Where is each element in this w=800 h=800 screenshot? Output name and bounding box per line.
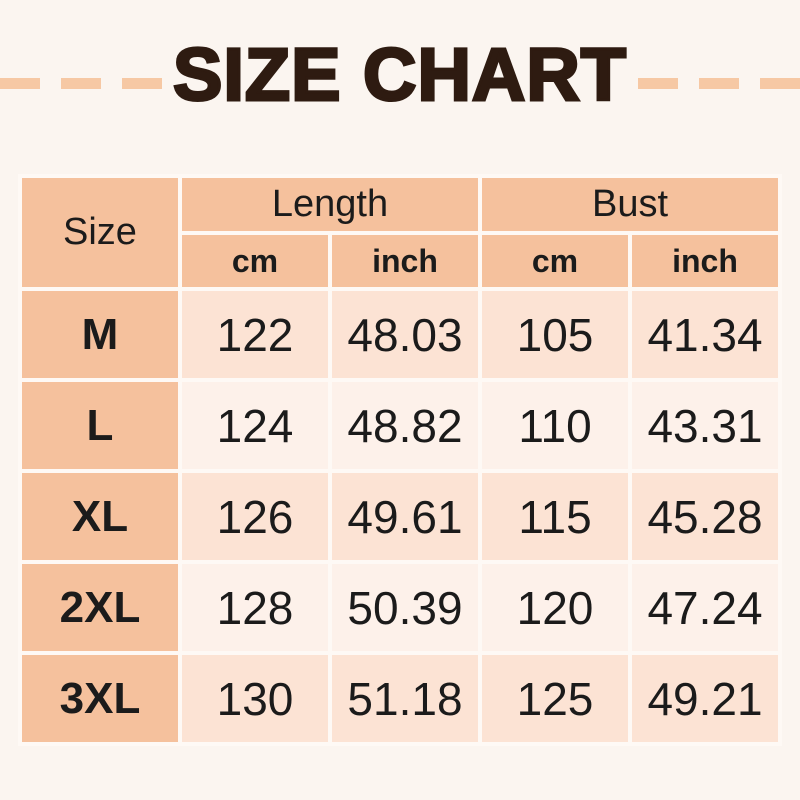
table-row-l: L 124 48.82 110 43.31 bbox=[17, 378, 783, 473]
cell-bust-cm: 125 bbox=[478, 651, 632, 746]
cell-length-cm: 124 bbox=[177, 378, 332, 473]
title-section: SIZE CHART bbox=[0, 0, 800, 150]
cell-bust-inch: 43.31 bbox=[627, 378, 783, 473]
row-header-size: 2XL bbox=[17, 560, 182, 655]
cell-length-inch: 49.61 bbox=[327, 469, 483, 564]
cell-bust-inch: 45.28 bbox=[627, 469, 783, 564]
cell-length-cm: 122 bbox=[177, 287, 332, 382]
size-table: Size Length Bust cm inch cm inch M 122 4… bbox=[17, 174, 783, 746]
size-table-body: M 122 48.03 105 41.34 L 124 48.82 110 43… bbox=[17, 287, 783, 746]
header-sub-row: cm inch cm inch bbox=[20, 231, 783, 291]
column-group-bust: Bust bbox=[477, 174, 783, 235]
cell-bust-cm: 120 bbox=[478, 560, 632, 655]
column-header-size: Size bbox=[17, 174, 182, 291]
cell-bust-cm: 115 bbox=[478, 469, 632, 564]
cell-length-cm: 126 bbox=[177, 469, 332, 564]
cell-bust-inch: 49.21 bbox=[627, 651, 783, 746]
right-dashed-line bbox=[637, 77, 800, 89]
column-header-length-cm: cm bbox=[177, 231, 332, 291]
cell-length-cm: 128 bbox=[177, 560, 332, 655]
cell-bust-inch: 41.34 bbox=[627, 287, 783, 382]
table-row-m: M 122 48.03 105 41.34 bbox=[17, 287, 783, 382]
page-title: SIZE CHART bbox=[172, 33, 628, 116]
cell-length-inch: 48.82 bbox=[327, 378, 483, 473]
column-header-bust-inch: inch bbox=[627, 231, 783, 291]
cell-length-inch: 51.18 bbox=[327, 651, 483, 746]
table-row-xl: XL 126 49.61 115 45.28 bbox=[17, 469, 783, 564]
row-header-size: 3XL bbox=[17, 651, 182, 746]
cell-length-cm: 130 bbox=[177, 651, 332, 746]
left-dashed-line bbox=[0, 77, 163, 89]
column-header-bust-cm: cm bbox=[478, 231, 632, 291]
cell-length-inch: 50.39 bbox=[327, 560, 483, 655]
column-header-length-inch: inch bbox=[327, 231, 483, 291]
row-header-size: L bbox=[17, 378, 182, 473]
table-row-2xl: 2XL 128 50.39 120 47.24 bbox=[17, 560, 783, 655]
cell-length-inch: 48.03 bbox=[327, 287, 483, 382]
row-header-size: M bbox=[17, 287, 182, 382]
row-header-size: XL bbox=[17, 469, 182, 564]
cell-bust-cm: 110 bbox=[478, 378, 632, 473]
cell-bust-inch: 47.24 bbox=[627, 560, 783, 655]
size-table-header: Size Length Bust cm inch cm inch bbox=[17, 174, 783, 291]
column-group-length: Length bbox=[177, 174, 483, 235]
cell-bust-cm: 105 bbox=[478, 287, 632, 382]
header-group-row: Size Length Bust bbox=[17, 174, 783, 291]
table-row-3xl: 3XL 130 51.18 125 49.21 bbox=[17, 651, 783, 746]
